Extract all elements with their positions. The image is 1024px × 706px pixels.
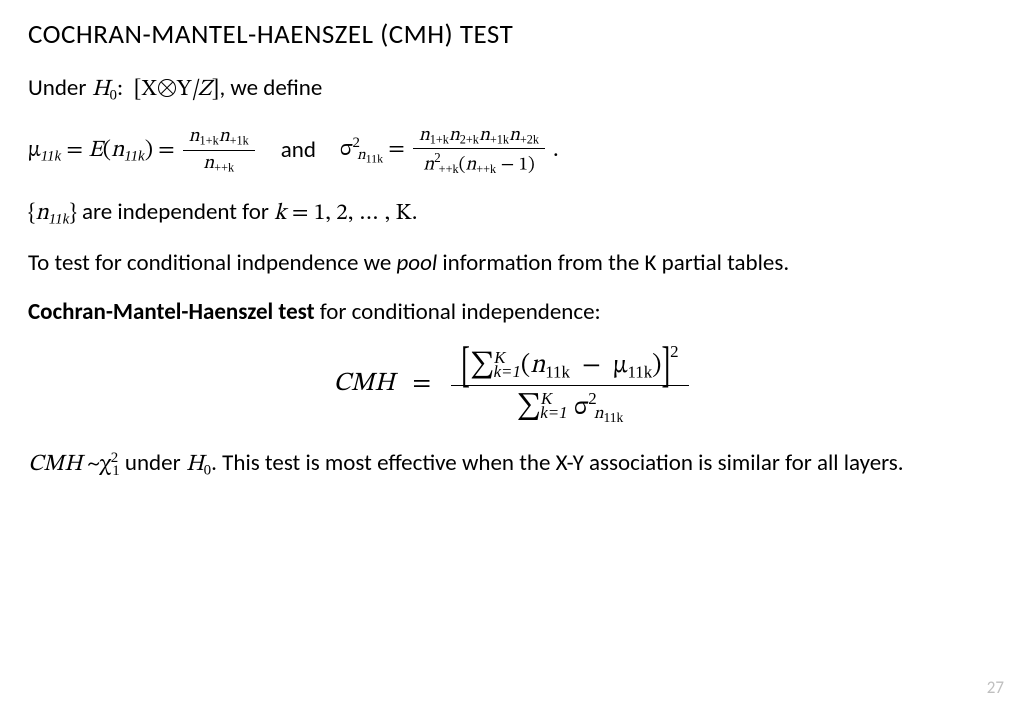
sym-Y: Y <box>177 78 192 101</box>
fraction-mu: n1+kn+1k n++k <box>183 125 255 175</box>
rbrace: } <box>69 202 77 225</box>
E: E <box>88 139 102 162</box>
slide-title: COCHRAN-MANTEL-HAENSZEL (CMH) TEST <box>28 18 996 51</box>
text: , we define <box>219 74 322 102</box>
sub-n11k: n11k <box>357 147 383 163</box>
barZ: |Z <box>192 78 212 101</box>
k: k <box>274 202 286 225</box>
fraction-sigma: n1+kn2+kn+1kn+2k n2++k(n++k − 1) <box>413 124 545 178</box>
otimes-icon <box>158 79 176 97</box>
line-pool: To test for conditional indpendence we p… <box>28 248 996 279</box>
slide: COCHRAN-MANTEL-HAENSZEL (CMH) TEST Under… <box>0 0 1024 706</box>
eq: = <box>66 139 88 162</box>
text: are independent for <box>77 198 274 226</box>
n: n <box>36 202 49 225</box>
equation-cmh: CMH = [∑Kk=1(n11k − μ11k)]2 ∑Kk=1 σ2n11k <box>28 342 996 426</box>
chi-sub: 1 <box>112 463 119 479</box>
mu: μ <box>28 139 41 162</box>
H: H <box>186 453 204 476</box>
sub-11k: 11k <box>124 149 144 165</box>
pool: pool <box>396 249 437 277</box>
and: and <box>281 136 316 164</box>
lbracket: [ <box>134 78 142 101</box>
colon: : <box>117 74 134 102</box>
fraction-cmh: [∑Kk=1(n11k − μ11k)]2 ∑Kk=1 σ2n11k <box>451 342 688 426</box>
sym-H: H <box>92 78 110 101</box>
line-under-h0: Under H0: [XY|Z], we define <box>28 73 996 106</box>
sym-X: X <box>142 78 157 101</box>
equation-row-1: μ11k = E(n11k) = n1+kn+1k n++k and σ2n11… <box>28 124 996 178</box>
tilde: ~ <box>82 453 100 476</box>
sigma: σ <box>340 138 353 161</box>
text: Under <box>28 74 92 102</box>
range: = 1, 2, … , K <box>287 202 412 225</box>
line-test-name: Cochran-Mantel-Haenszel test for conditi… <box>28 297 996 328</box>
eq: = <box>158 139 175 162</box>
line-chi: CMH ~χ21 under H0. This test is most eff… <box>28 448 996 481</box>
CMH: CMH <box>28 453 82 476</box>
line-independent: {n11k} are independent for k = 1, 2, … ,… <box>28 197 996 230</box>
chi: χ <box>100 453 111 476</box>
text: To test for conditional indpendence we <box>28 249 396 277</box>
test-name: Cochran-Mantel-Haenszel test <box>28 298 315 326</box>
open: ( <box>103 139 111 162</box>
n: n <box>111 139 124 162</box>
text: for conditional independence: <box>315 298 601 326</box>
period: . <box>412 198 418 226</box>
sub-11k: 11k <box>41 149 61 165</box>
eq: = <box>388 138 405 161</box>
text: under <box>120 449 186 477</box>
CMH: CMH <box>333 371 394 397</box>
lbrace: { <box>28 202 36 225</box>
text: . This test is most effective when the X… <box>211 449 903 477</box>
close: ) <box>145 139 153 162</box>
eq: = <box>400 371 443 397</box>
period: . <box>553 136 559 165</box>
sub-0: 0 <box>109 87 116 103</box>
page-number: 27 <box>987 677 1004 698</box>
sub-11k: 11k <box>49 212 69 228</box>
text: information from the K partial tables. <box>437 249 789 277</box>
